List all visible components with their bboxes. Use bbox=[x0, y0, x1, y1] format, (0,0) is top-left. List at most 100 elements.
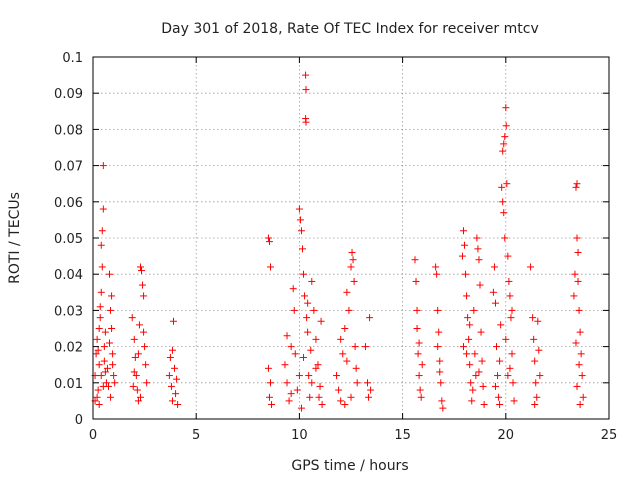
data-point bbox=[308, 379, 316, 387]
data-point bbox=[577, 350, 585, 358]
data-point bbox=[472, 372, 480, 380]
data-point bbox=[293, 386, 301, 394]
data-point bbox=[287, 343, 295, 351]
data-point bbox=[285, 397, 293, 405]
y-tick-label: 0.05 bbox=[54, 232, 83, 247]
data-point bbox=[101, 368, 109, 376]
data-point bbox=[497, 321, 505, 329]
data-point bbox=[461, 241, 469, 249]
data-point bbox=[141, 343, 149, 351]
data-point bbox=[111, 379, 119, 387]
data-point bbox=[297, 227, 305, 235]
data-point bbox=[572, 339, 580, 347]
data-point bbox=[287, 390, 295, 398]
y-tick-label: 0.04 bbox=[54, 268, 83, 283]
data-point bbox=[310, 306, 318, 314]
y-tick-label: 0.08 bbox=[54, 123, 83, 138]
data-point bbox=[283, 379, 291, 387]
data-point bbox=[135, 321, 143, 329]
data-point bbox=[490, 263, 498, 271]
data-point bbox=[478, 357, 486, 365]
data-point bbox=[312, 364, 320, 372]
data-point bbox=[267, 379, 275, 387]
data-point bbox=[131, 353, 139, 361]
data-point bbox=[416, 386, 424, 394]
grid-lines bbox=[93, 57, 609, 419]
data-point bbox=[466, 321, 474, 329]
data-point bbox=[133, 386, 141, 394]
data-point bbox=[501, 133, 509, 141]
data-point bbox=[436, 368, 444, 376]
data-point bbox=[265, 238, 273, 246]
data-point bbox=[343, 357, 351, 365]
data-point bbox=[502, 335, 510, 343]
data-point bbox=[312, 335, 320, 343]
data-point bbox=[493, 343, 501, 351]
data-point bbox=[140, 328, 148, 336]
data-point bbox=[571, 270, 579, 278]
data-point bbox=[436, 357, 444, 365]
data-point bbox=[574, 248, 582, 256]
data-point bbox=[337, 335, 345, 343]
data-point bbox=[107, 393, 115, 401]
data-point bbox=[95, 401, 103, 409]
data-point bbox=[345, 306, 353, 314]
data-point bbox=[413, 325, 421, 332]
data-point bbox=[283, 332, 291, 340]
data-point bbox=[506, 364, 514, 372]
data-point bbox=[475, 256, 483, 264]
data-point bbox=[361, 343, 369, 351]
data-point bbox=[570, 292, 578, 300]
data-point bbox=[504, 372, 512, 380]
data-point bbox=[315, 393, 323, 401]
data-point bbox=[302, 118, 310, 126]
y-axis-label: ROTI / TECUs bbox=[7, 192, 23, 284]
x-tick-label: 20 bbox=[498, 428, 515, 443]
data-point bbox=[97, 241, 105, 249]
data-point bbox=[99, 205, 107, 213]
data-point bbox=[578, 372, 586, 380]
y-tick-label: 0.01 bbox=[54, 377, 83, 392]
data-point bbox=[480, 401, 488, 409]
data-point bbox=[169, 317, 177, 325]
data-point bbox=[417, 393, 425, 401]
data-point bbox=[507, 314, 515, 322]
data-point bbox=[502, 104, 510, 112]
data-point bbox=[476, 281, 484, 289]
data-point bbox=[575, 306, 583, 314]
data-point bbox=[411, 256, 419, 264]
data-point bbox=[527, 263, 535, 271]
data-point bbox=[134, 350, 142, 358]
axis-ticks bbox=[92, 56, 610, 420]
data-point bbox=[531, 357, 539, 365]
data-point bbox=[532, 379, 540, 387]
data-point bbox=[305, 372, 313, 380]
data-point bbox=[470, 306, 478, 314]
data-point bbox=[465, 335, 473, 343]
data-point bbox=[318, 401, 326, 409]
y-tick-label: 0.03 bbox=[54, 304, 83, 319]
data-point bbox=[500, 140, 508, 148]
data-point bbox=[308, 277, 316, 285]
data-point bbox=[300, 353, 308, 361]
y-tick-label: 0.09 bbox=[54, 87, 83, 102]
data-point bbox=[502, 122, 510, 130]
data-point bbox=[165, 372, 173, 380]
data-point bbox=[500, 209, 508, 217]
data-point bbox=[533, 393, 541, 401]
data-point bbox=[339, 350, 347, 358]
data-point bbox=[459, 343, 467, 351]
data-point bbox=[281, 361, 289, 369]
data-point bbox=[97, 372, 105, 380]
data-point bbox=[473, 234, 481, 242]
data-point bbox=[439, 404, 447, 412]
data-point bbox=[142, 361, 150, 369]
data-point bbox=[530, 335, 538, 343]
data-point bbox=[509, 379, 517, 387]
data-point bbox=[463, 350, 471, 358]
data-point bbox=[268, 401, 276, 409]
data-point bbox=[471, 350, 479, 358]
data-point bbox=[572, 183, 580, 191]
data-point bbox=[132, 372, 140, 380]
